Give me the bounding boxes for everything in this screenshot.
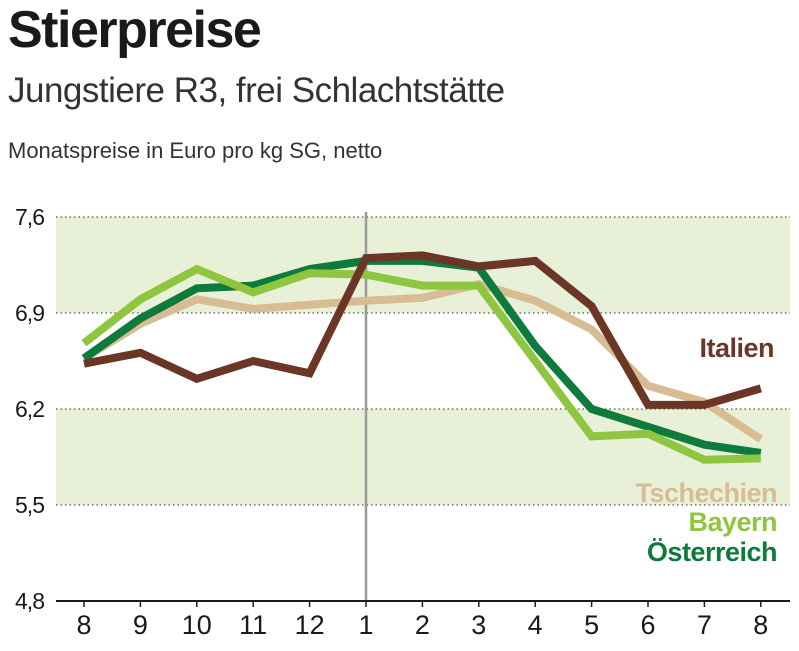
- series-label-österreich: Österreich: [647, 537, 777, 567]
- x-tick-label: 2: [415, 610, 430, 640]
- series-line-bayern: [81, 264, 761, 464]
- series-line-italien: [83, 251, 762, 409]
- x-tick-label: 8: [76, 610, 91, 640]
- series-label-tschechien: Tschechien: [635, 478, 777, 508]
- chart-subtitle: Jungstiere R3, frei Schlachtstätte: [8, 71, 505, 110]
- x-tick-label: 4: [528, 610, 543, 640]
- chart-title: Stierpreise: [8, 1, 262, 59]
- x-tick-label: 8: [753, 610, 768, 640]
- x-tick-label: 12: [295, 610, 325, 640]
- series-line-österreich: [81, 256, 762, 457]
- x-tick-label: 5: [584, 610, 599, 640]
- series-line-tschechien: [81, 280, 763, 443]
- y-tick-label: 6,2: [15, 396, 44, 422]
- y-tick-label: 5,5: [15, 492, 44, 518]
- x-tick-label: 3: [471, 610, 486, 640]
- x-tick-label: 1: [358, 610, 373, 640]
- y-tick-label: 4,8: [15, 588, 44, 614]
- grid-band-2: [56, 409, 790, 505]
- x-tick-label: 9: [133, 610, 148, 640]
- series-label-bayern: Bayern: [688, 507, 777, 537]
- y-tick-label: 7,6: [15, 204, 44, 230]
- y-tick-label: 6,9: [15, 300, 44, 326]
- series-label-italien: Italien: [699, 333, 774, 363]
- x-tick-label: 10: [182, 610, 212, 640]
- x-tick-label: 11: [239, 610, 267, 640]
- x-tick-label: 6: [640, 610, 655, 640]
- chart-units: Monatspreise in Euro pro kg SG, netto: [8, 138, 383, 163]
- x-tick-label: 7: [697, 610, 712, 640]
